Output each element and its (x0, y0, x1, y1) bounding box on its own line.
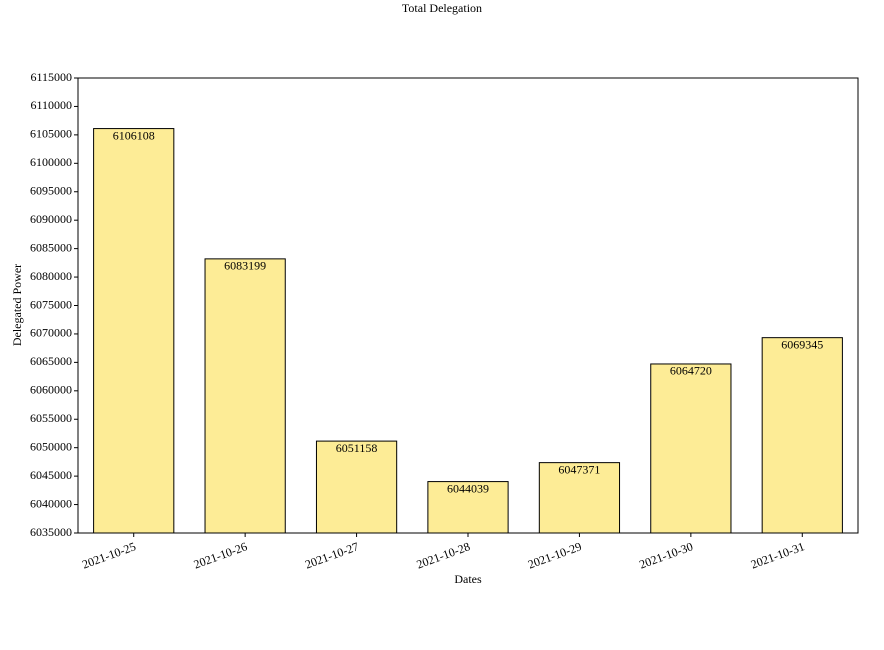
bar (315, 440, 398, 534)
data-label: 6069345 (781, 337, 823, 351)
y-tick-label: 6090000 (30, 212, 72, 226)
y-tick-label: 6035000 (30, 525, 72, 539)
x-tick-label: 2021-10-30 (637, 539, 694, 571)
y-axis-label: Delegated Power (10, 264, 24, 346)
y-tick-label: 6075000 (30, 297, 72, 311)
x-tick-label: 2021-10-27 (303, 539, 360, 571)
x-tick-label: 2021-10-28 (415, 539, 472, 571)
bar (761, 337, 843, 534)
y-tick-label: 6070000 (30, 326, 72, 340)
bar (650, 363, 732, 534)
y-tick-label: 6040000 (30, 496, 72, 510)
bar (427, 481, 509, 534)
bar (93, 128, 175, 534)
data-label: 6083199 (224, 259, 266, 273)
y-tick-label: 6045000 (30, 468, 72, 482)
y-tick-label: 6115000 (30, 70, 72, 84)
bar (204, 258, 286, 534)
x-axis-label: Dates (454, 572, 482, 586)
y-tick-label: 6095000 (30, 184, 72, 198)
chart-title: Total Delegation (402, 1, 482, 15)
plot-frame (77, 77, 859, 534)
y-tick-label: 6060000 (30, 383, 72, 397)
x-tick-label: 2021-10-26 (192, 539, 249, 571)
y-tick-label: 6100000 (30, 155, 72, 169)
y-tick-label: 6105000 (30, 127, 72, 141)
y-tick-label: 6110000 (30, 98, 72, 112)
data-label: 6106108 (113, 128, 155, 142)
data-label: 6044039 (447, 481, 489, 495)
data-label: 6064720 (670, 364, 712, 378)
x-tick-label: 2021-10-31 (749, 539, 806, 571)
data-label: 6051158 (336, 441, 378, 455)
data-label: 6047371 (558, 462, 600, 476)
x-tick-label: 2021-10-29 (526, 539, 583, 571)
y-tick-label: 6080000 (30, 269, 72, 283)
y-tick-label: 6065000 (30, 354, 72, 368)
y-tick-label: 6050000 (30, 439, 72, 453)
y-tick-label: 6085000 (30, 240, 72, 254)
y-tick-label: 6055000 (30, 411, 72, 425)
x-tick-label: 2021-10-25 (80, 539, 137, 571)
